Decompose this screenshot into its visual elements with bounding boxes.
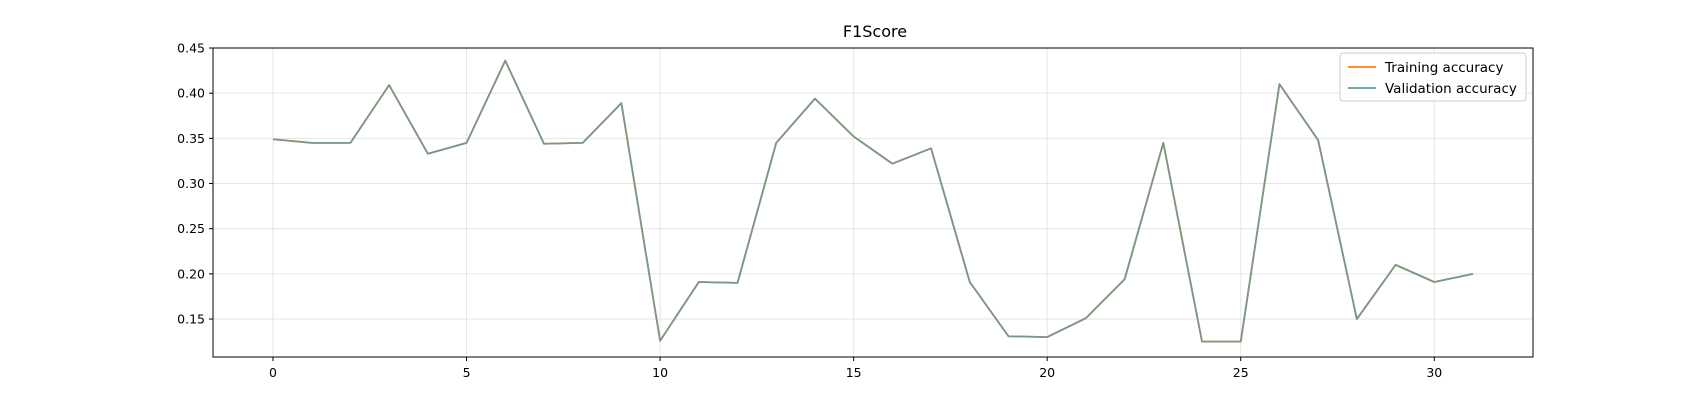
grid-lines	[213, 47, 1533, 357]
y-tick-label: 0.30	[177, 176, 205, 191]
x-tick-label: 0	[269, 365, 277, 380]
y-tick-label: 0.35	[177, 131, 205, 146]
legend: Training accuracy Validation accuracy	[1339, 52, 1527, 102]
y-tick-label: 0.40	[177, 86, 205, 101]
y-tick-label: 0.45	[177, 41, 205, 56]
y-tick-label: 0.25	[177, 221, 205, 236]
legend-box	[1339, 52, 1527, 102]
x-tick-label: 25	[1233, 365, 1249, 380]
y-axis: 0.15 0.20 0.25 0.30 0.35 0.40 0.45	[177, 41, 213, 327]
x-tick-label: 10	[652, 365, 668, 380]
plot-frame	[212, 47, 1534, 358]
legend-label: Training accuracy	[1384, 60, 1503, 76]
y-tick-label: 0.20	[177, 266, 205, 281]
series-line-validation	[272, 59, 1474, 343]
x-tick-label: 20	[1039, 365, 1055, 380]
x-tick-label: 15	[846, 365, 862, 380]
x-axis: 0 5 10 15 20 25 30	[269, 357, 1442, 380]
x-tick-label: 5	[463, 365, 471, 380]
series-lines	[272, 59, 1474, 343]
x-tick-label: 30	[1426, 365, 1442, 380]
chart-title: F1Score	[843, 22, 907, 41]
y-tick-label: 0.15	[177, 312, 205, 327]
legend-label: Validation accuracy	[1385, 81, 1517, 97]
